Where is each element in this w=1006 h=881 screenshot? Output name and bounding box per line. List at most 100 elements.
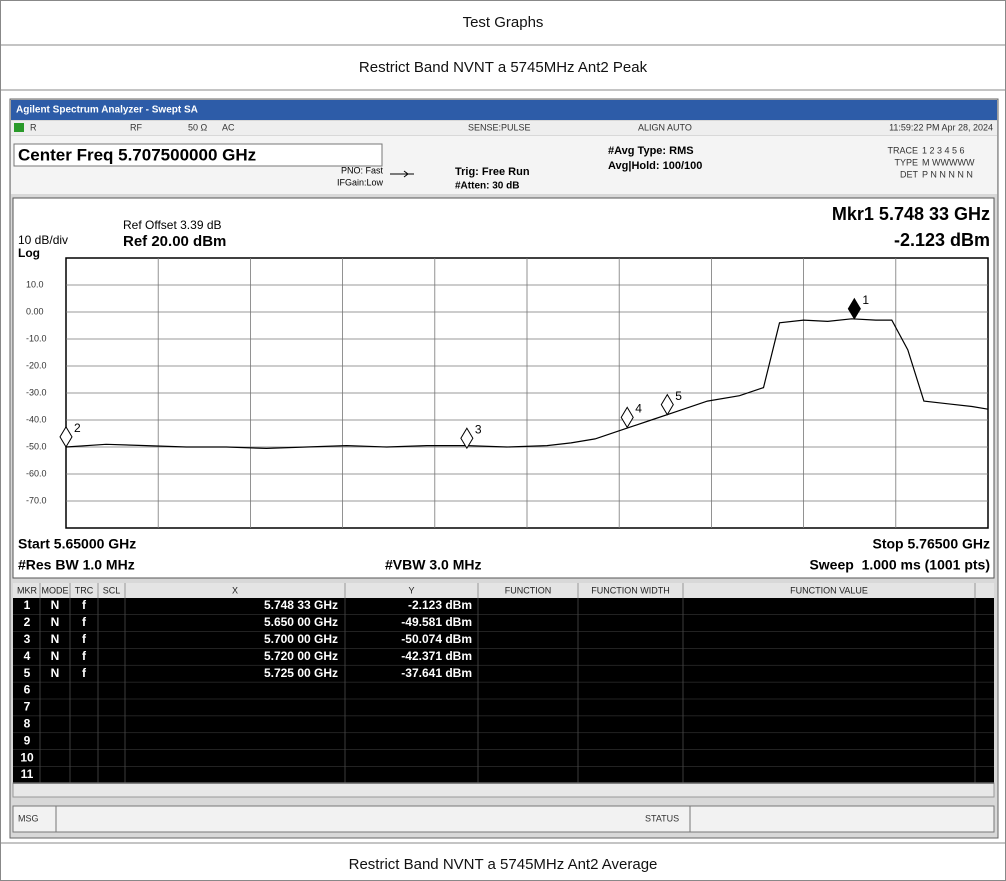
marker-label: 1	[862, 293, 869, 307]
table-header-cell: SCL	[103, 585, 121, 595]
table-cell: N	[51, 632, 60, 646]
setting: #Atten: 30 dB	[455, 181, 519, 192]
center-box	[13, 143, 383, 167]
trace-info: P N N N N N	[922, 169, 973, 179]
table-header-cell: FUNCTION	[505, 585, 552, 595]
marker-label: 4	[635, 402, 642, 416]
table-header-cell: X	[232, 585, 238, 595]
status-bar	[11, 121, 997, 135]
table-cell: -42.371 dBm	[401, 649, 472, 663]
table-header-cell: FUNCTION VALUE	[790, 585, 868, 595]
table-header-cell: TRC	[75, 585, 94, 595]
table-cell: 5	[24, 666, 31, 680]
y-tick-label: -60.0	[26, 468, 47, 478]
trace-info: 1 2 3 4 5 6	[922, 145, 965, 155]
status-item: 50 Ω	[188, 122, 208, 132]
table-cell: N	[51, 615, 60, 629]
setting: Avg|Hold: 100/100	[608, 160, 702, 172]
table-cell: 3	[24, 632, 31, 646]
table-cell: 8	[24, 716, 31, 730]
status-item: R	[30, 122, 37, 132]
y-tick-label: -50.0	[26, 441, 47, 451]
trace-info: M WWWWW	[922, 157, 975, 167]
table-cell: 9	[24, 733, 31, 747]
table-cell: N	[51, 666, 60, 680]
lxi-icon	[14, 123, 24, 132]
trigger-icon	[390, 170, 414, 178]
trace	[65, 318, 989, 450]
center-freq: Center Freq 5.707500000 GHz	[18, 145, 256, 164]
stop-freq: Stop 5.76500 GHz	[873, 536, 991, 552]
table-cell: 11	[21, 767, 34, 781]
y-tick-label: -40.0	[26, 414, 47, 424]
doc-caption: Restrict Band NVNT a 5745MHz Ant2 Averag…	[349, 856, 658, 873]
table-cell: 10	[20, 750, 34, 764]
table-cell: f	[82, 615, 87, 629]
trace-info: TRACE	[887, 145, 918, 155]
status-item: ALIGN AUTO	[638, 122, 692, 132]
table-cell: N	[51, 598, 60, 612]
status-item: 11:59:22 PM Apr 28, 2024	[889, 122, 993, 132]
ref-level: Ref 20.00 dBm	[123, 233, 226, 250]
table-cell: 4	[24, 649, 31, 663]
rbw: #Res BW 1.0 MHz	[18, 557, 135, 573]
table-cell: -2.123 dBm	[408, 598, 472, 612]
marker-label: 5	[675, 389, 682, 403]
ref-offset: Ref Offset 3.39 dB	[123, 218, 222, 232]
trace-info: DET	[900, 169, 919, 179]
marker	[660, 393, 674, 416]
vbw: #VBW 3.0 MHz	[385, 557, 481, 573]
log-label: Log	[18, 246, 40, 260]
status-item: AC	[222, 122, 235, 132]
table-cell: -37.641 dBm	[401, 666, 472, 680]
table-cell: 5.700 00 GHz	[264, 632, 338, 646]
start-freq: Start 5.65000 GHz	[18, 536, 136, 552]
marker	[59, 425, 73, 448]
title-bar	[11, 100, 997, 120]
table-cell: -50.074 dBm	[401, 632, 472, 646]
table-cell: f	[82, 598, 87, 612]
trace-info: TYPE	[894, 157, 918, 167]
msg-bar	[12, 805, 995, 833]
setting: #Avg Type: RMS	[608, 145, 694, 157]
scrollbar[interactable]	[12, 782, 995, 798]
table-header	[13, 583, 994, 598]
y-tick-label: -30.0	[26, 387, 47, 397]
table-cell: 7	[24, 700, 31, 714]
marker-label: 3	[475, 422, 482, 436]
table-header-cell: MODE	[42, 585, 69, 595]
sweep: Sweep 1.000 ms (1001 pts)	[809, 557, 990, 573]
doc-subtitle: Restrict Band NVNT a 5745MHz Ant2 Peak	[359, 59, 648, 76]
y-tick-label: -10.0	[26, 333, 47, 343]
table-cell: f	[82, 666, 87, 680]
table-cell: 6	[24, 683, 31, 697]
table-header-cell: MKR	[17, 585, 38, 595]
setting: PNO: Fast	[341, 165, 384, 175]
marker-readout: Mkr1 5.748 33 GHz	[832, 204, 990, 224]
table-cell: f	[82, 649, 87, 663]
table-cell: 5.748 33 GHz	[264, 598, 338, 612]
table-cell: 5.725 00 GHz	[264, 666, 338, 680]
table-cell: 5.720 00 GHz	[264, 649, 338, 663]
status-item: SENSE:PULSE	[468, 122, 531, 132]
status-item: RF	[130, 122, 142, 132]
table-header-cell: Y	[408, 585, 414, 595]
y-tick-label: -20.0	[26, 360, 47, 370]
table-cell: f	[82, 632, 87, 646]
doc-title: Test Graphs	[463, 14, 544, 31]
table-header-cell: FUNCTION WIDTH	[591, 585, 670, 595]
marker-label: 2	[74, 421, 81, 435]
marker	[847, 297, 861, 320]
table-cell: 2	[24, 615, 31, 629]
table-cell: 5.650 00 GHz	[264, 615, 338, 629]
y-tick-label: 0.00	[26, 306, 44, 316]
marker-table	[13, 583, 994, 797]
marker-readout: -2.123 dBm	[894, 230, 990, 250]
table-cell: N	[51, 649, 60, 663]
msg-label: MSG	[18, 813, 39, 823]
setting: Trig: Free Run	[455, 166, 530, 178]
table-cell: 1	[24, 598, 31, 612]
window-title: Agilent Spectrum Analyzer - Swept SA	[16, 105, 198, 116]
table-cell: -49.581 dBm	[401, 615, 472, 629]
